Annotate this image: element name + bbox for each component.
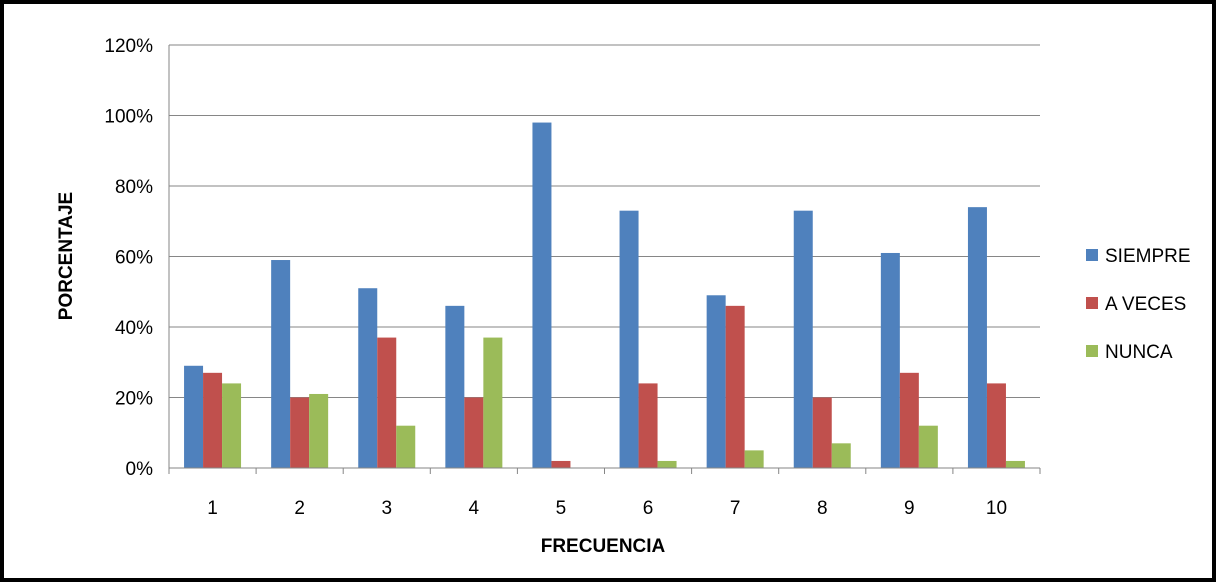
gridlines	[169, 44, 1040, 398]
legend-label: NUNCA	[1105, 342, 1173, 363]
bar-siempre	[706, 295, 726, 468]
bar-nunca	[918, 425, 938, 468]
legend-swatch	[1086, 297, 1098, 309]
legend: SIEMPRE A VECES NUNCA	[1086, 246, 1191, 363]
bar-a-veces	[464, 397, 484, 468]
x-tick-labels: 1 2 3 4 5 6 7 8 9 10	[207, 498, 1007, 519]
bar-nunca	[657, 460, 677, 468]
legend-label: A VECES	[1105, 294, 1186, 315]
x-tick-label: 5	[556, 498, 567, 519]
y-axis-title: PORCENTAJE	[56, 192, 77, 320]
bar-siempre	[532, 122, 552, 469]
bars	[184, 122, 1025, 469]
legend-swatch	[1086, 345, 1098, 357]
x-tick-label: 2	[294, 498, 305, 519]
bar-siempre	[271, 260, 291, 468]
bar-siempre	[445, 305, 465, 468]
bar-siempre	[880, 252, 900, 468]
bar-a-veces	[899, 372, 919, 468]
y-tick-labels: 0% 20% 40% 60% 80% 100% 120%	[104, 36, 153, 480]
y-tick-label: 80%	[115, 177, 153, 198]
y-tick-label: 0%	[126, 459, 154, 480]
bar-a-veces	[290, 397, 310, 468]
y-tick-label: 120%	[104, 36, 153, 57]
x-tick-label: 6	[643, 498, 654, 519]
legend-label: SIEMPRE	[1105, 246, 1191, 267]
x-axis-title: FRECUENCIA	[541, 536, 666, 557]
x-tick-label: 3	[381, 498, 392, 519]
bar-siempre	[793, 210, 813, 469]
x-tick-label: 4	[469, 498, 480, 519]
x-tick-label: 10	[986, 498, 1007, 519]
x-tick-label: 1	[207, 498, 218, 519]
bar-chart: 0% 20% 40% 60% 80% 100% 120% 1 2 3 4 5 6 7 8 9 10 FRECU…	[56, 36, 1191, 557]
bar-a-veces	[203, 372, 223, 468]
bar-nunca	[1005, 460, 1025, 468]
x-tick-label: 7	[730, 498, 741, 519]
x-tick-label: 8	[817, 498, 828, 519]
axes	[168, 45, 1041, 474]
y-tick-label: 20%	[115, 389, 153, 410]
bar-siempre	[967, 207, 987, 468]
x-tick-label: 9	[904, 498, 915, 519]
bar-a-veces	[638, 383, 658, 468]
bar-a-veces	[986, 383, 1006, 468]
y-tick-label: 100%	[104, 107, 153, 128]
bar-nunca	[396, 425, 416, 468]
bar-nunca	[744, 450, 764, 468]
bar-a-veces	[812, 397, 832, 468]
bar-nunca	[222, 383, 242, 468]
y-tick-label: 40%	[115, 318, 153, 339]
bar-siempre	[358, 288, 378, 468]
bar-a-veces	[377, 337, 397, 468]
bar-a-veces	[551, 460, 571, 468]
bar-nunca	[483, 337, 503, 468]
bar-nunca	[831, 443, 851, 468]
bar-siempre	[619, 210, 639, 469]
bar-nunca	[309, 393, 329, 468]
bar-a-veces	[725, 305, 745, 468]
bar-siempre	[184, 365, 204, 468]
legend-swatch	[1086, 249, 1098, 261]
y-tick-label: 60%	[115, 248, 153, 269]
